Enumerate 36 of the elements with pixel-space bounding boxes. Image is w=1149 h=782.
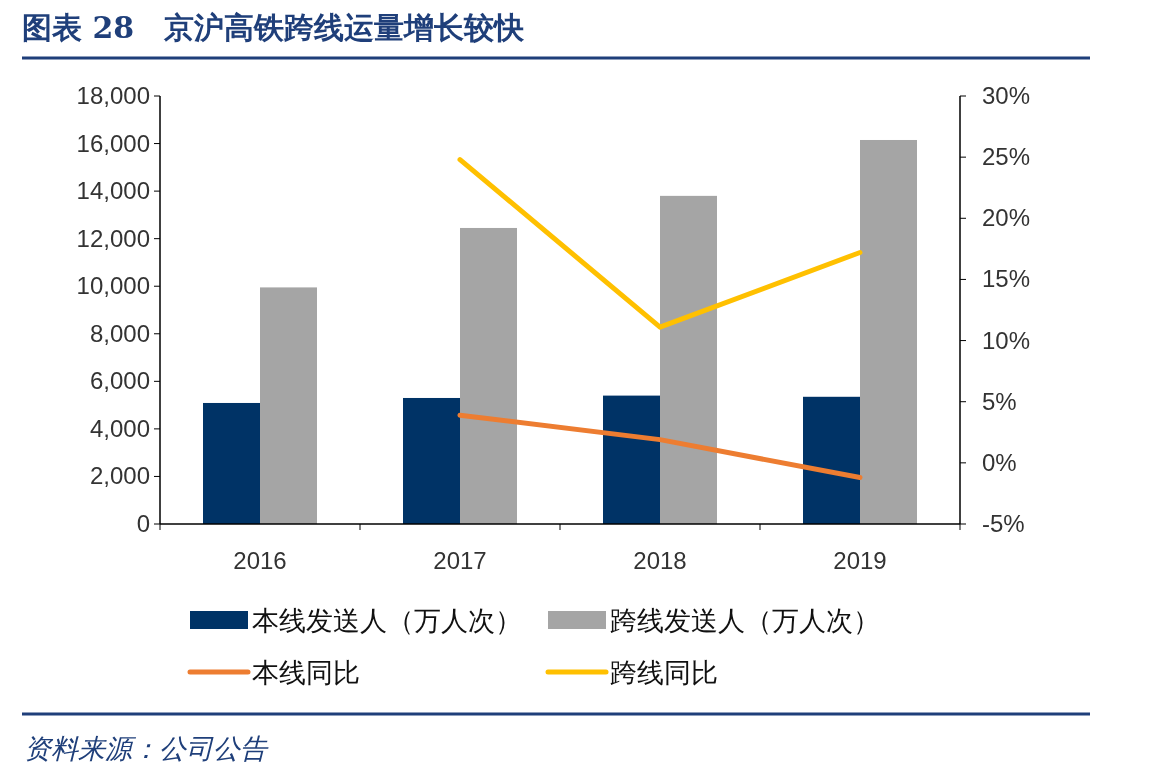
chart-title: 图表 28 京沪高铁跨线运量增长较快 [22,10,526,45]
y2-tick-label: 15% [982,265,1031,293]
legend-label: 本线同比 [252,657,360,688]
y2-tick-label: -5% [982,510,1025,537]
legend-label: 跨线同比 [610,657,718,688]
x-tick-label: 2018 [633,547,687,574]
y-tick-label: 2,000 [89,462,150,490]
y-tick-label: 16,000 [76,129,150,157]
text: 资料来源：公司公告 [24,733,269,764]
y2-tick-label: 20% [982,204,1031,232]
y-tick-label: 0 [136,510,150,537]
x-tick-label: 2019 [833,547,887,574]
y2-tick-label: 5% [982,387,1017,415]
y-tick-label: 10,000 [76,272,150,300]
bar [803,396,860,524]
bar [260,287,317,524]
bar [660,195,717,524]
legend-label: 跨线发送人（万人次） [610,605,880,636]
y-tick-label: 12,000 [76,224,150,252]
legend-label: 本线发送人（万人次） [252,605,522,636]
bar [860,139,917,524]
y2-tick-label: 25% [982,143,1031,171]
y2-tick-label: 0% [982,448,1017,476]
bar [460,227,517,524]
y-tick-label: 18,000 [76,82,150,109]
bar [203,402,260,524]
bar [603,395,660,524]
x-tick-label: 2017 [433,547,487,574]
y2-tick-label: 10% [982,326,1031,354]
y-tick-label: 4,000 [89,414,150,442]
y-tick-label: 6,000 [89,367,150,395]
y-tick-label: 8,000 [89,319,150,347]
x-tick-label: 2016 [233,547,287,574]
y2-tick-label: 30% [982,82,1031,109]
bar [403,397,460,524]
y-tick-label: 14,000 [76,177,150,205]
